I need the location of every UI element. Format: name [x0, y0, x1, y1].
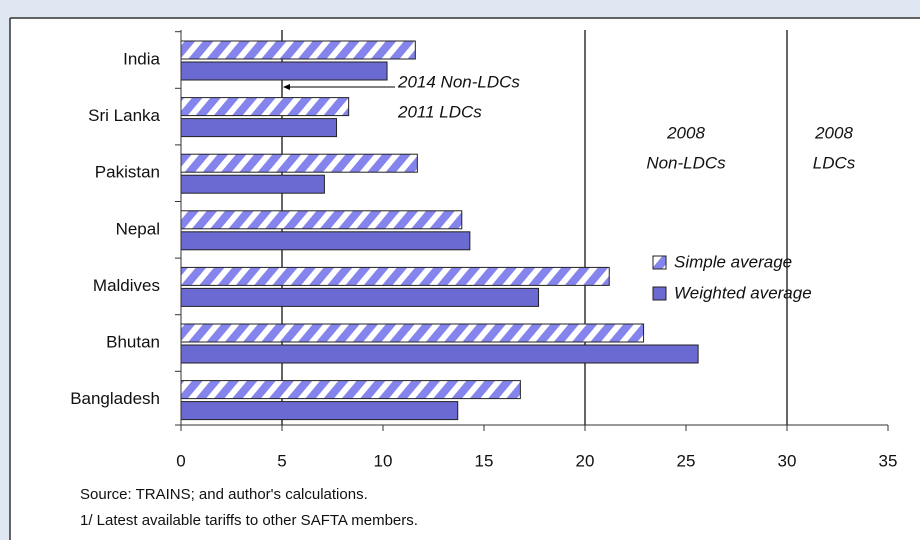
bar [180, 323, 645, 343]
x-tick-label: 35 [879, 451, 898, 470]
x-tick-label: 20 [576, 451, 595, 470]
arrow-head [283, 84, 290, 90]
bar [180, 401, 459, 421]
annotation: 2011 LDCs [397, 102, 482, 121]
bar [180, 210, 463, 230]
x-tick-label: 25 [677, 451, 696, 470]
y-tick-label: Bhutan [106, 332, 160, 351]
bar [180, 344, 699, 364]
legend-label: Weighted average [674, 283, 812, 302]
bar [180, 231, 471, 251]
y-tick-label: Sri Lanka [88, 106, 160, 125]
y-tick-label: Bangladesh [70, 389, 160, 408]
source-note: Source: TRAINS; and author's calculation… [80, 486, 368, 503]
x-tick-label: 5 [277, 451, 286, 470]
x-tick-label: 15 [475, 451, 494, 470]
bar [180, 287, 540, 307]
legend-label: Simple average [674, 252, 792, 271]
annotation: Non-LDCs [646, 153, 726, 172]
annotation: 2014 Non-LDCs [397, 72, 520, 91]
annotation: LDCs [813, 153, 856, 172]
y-tick-label: Maldives [93, 276, 160, 295]
bar [180, 266, 610, 286]
bar [180, 380, 521, 400]
legend-swatch [652, 286, 667, 301]
bar [180, 61, 388, 81]
x-tick-label: 0 [176, 451, 185, 470]
y-tick-label: Nepal [116, 219, 160, 238]
legend-swatch [652, 255, 667, 270]
y-tick-label: India [123, 49, 160, 68]
bar [180, 153, 418, 173]
x-tick-label: 30 [778, 451, 797, 470]
bar [180, 40, 416, 60]
y-tick-label: Pakistan [95, 163, 160, 182]
annotation: 2008 [666, 123, 705, 142]
x-tick-label: 10 [374, 451, 393, 470]
footnote: 1/ Latest available tariffs to other SAF… [80, 512, 418, 529]
annotation: 2008 [814, 123, 853, 142]
bar [180, 118, 338, 138]
bar [180, 97, 350, 117]
bar [180, 174, 325, 194]
